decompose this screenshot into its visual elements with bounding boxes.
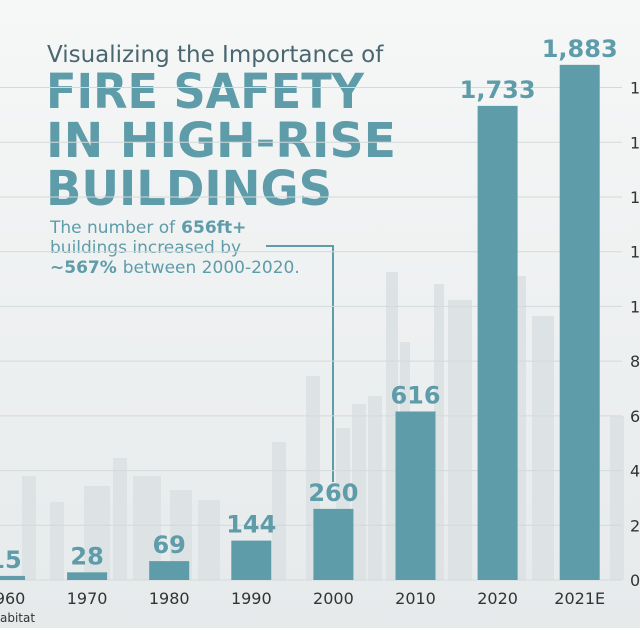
value-label: 69 [152, 531, 185, 559]
x-tick-label: 1990 [231, 589, 272, 608]
bar [231, 540, 272, 580]
annotation: The number of 656ft+ buildings increased … [49, 218, 300, 278]
y-tick-label: 600 [630, 407, 640, 426]
bar [477, 105, 518, 581]
value-label: 616 [390, 381, 440, 409]
bar [313, 508, 354, 580]
y-tick-label: 1,000 [630, 297, 640, 316]
value-label: 1,883 [542, 35, 618, 63]
y-tick-label: 200 [630, 516, 640, 535]
bar [67, 572, 108, 580]
y-tick-label: 1,800 [630, 79, 640, 98]
value-label: 28 [70, 542, 103, 570]
annotation-text: 656ft+ [181, 218, 246, 238]
x-tick-label: 2000 [313, 589, 354, 608]
x-tick-label: 1980 [149, 589, 190, 608]
annotation-text: ~567% [50, 258, 117, 278]
y-tick-label: 800 [630, 352, 640, 371]
annotation-text: between 2000-2020. [123, 258, 300, 278]
title-line: BUILDINGS [46, 161, 332, 217]
title-line: IN HIGH-RISE [46, 113, 396, 169]
bar [149, 561, 190, 580]
x-tick-label: 1970 [67, 589, 108, 608]
value-label: 1,733 [460, 76, 536, 104]
y-tick-label: 1,200 [630, 243, 640, 262]
x-tick-label: 2010 [395, 589, 436, 608]
x-tick-label: 2020 [477, 589, 518, 608]
y-tick-label: 1,400 [630, 188, 640, 207]
y-tick-label: 0 [630, 571, 640, 590]
title: FIRE SAFETY IN HIGH-RISE BUILDINGS [46, 64, 396, 217]
annotation-text: The number of [49, 218, 176, 238]
annotation-line: The number of 656ft+ [49, 218, 246, 238]
annotation-leader [266, 245, 334, 482]
value-label: 260 [308, 479, 358, 507]
title-line: FIRE SAFETY [46, 64, 365, 120]
annotation-text: buildings increased by [50, 238, 241, 258]
bar [0, 575, 25, 580]
annotation-line: buildings increased by [50, 238, 241, 258]
x-tick-label: 2021E [554, 589, 605, 608]
y-tick-label: 1,600 [630, 133, 640, 152]
source: abitat [0, 611, 35, 625]
y-tick-label: 400 [630, 462, 640, 481]
value-label: 144 [226, 511, 276, 539]
bar [395, 411, 436, 580]
value-label: 15 [0, 546, 22, 574]
bar [559, 64, 600, 581]
annotation-line: ~567% between 2000-2020. [50, 258, 300, 278]
x-tick-label: 1960 [0, 589, 25, 608]
subtitle: Visualizing the Importance of [47, 42, 384, 68]
